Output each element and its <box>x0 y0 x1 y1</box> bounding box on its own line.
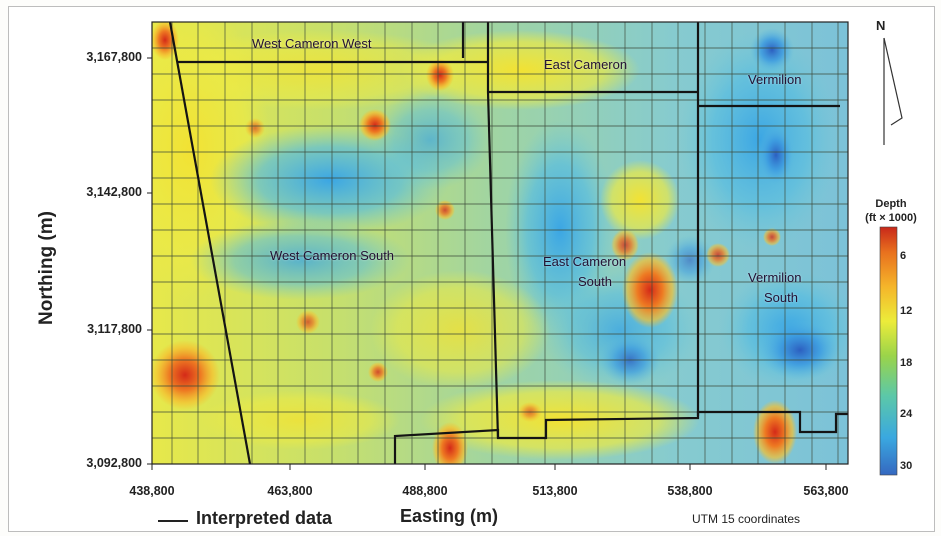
region-label-west-cameron-south: West Cameron South <box>270 248 395 263</box>
north-label: N <box>876 18 886 33</box>
y-tick-label: 3,117,800 <box>87 322 142 336</box>
x-tick-label: 513,800 <box>532 484 578 498</box>
region-label-west-cameron-west: West Cameron West <box>252 36 372 51</box>
y-tick-label: 3,167,800 <box>86 50 142 64</box>
legend-line-swatch <box>158 520 188 522</box>
region-label-east-cameron-south: East Cameron <box>543 254 627 269</box>
x-tick-label: 563,800 <box>803 484 849 498</box>
legend-label: Interpreted data <box>196 508 333 528</box>
colorbar-tick: 30 <box>900 460 913 472</box>
x-tick-label: 488,800 <box>402 484 448 498</box>
interpreted-data-lines <box>152 22 848 464</box>
colorbar-tick: 18 <box>900 357 913 369</box>
depth-colorbar <box>879 226 898 476</box>
north-arrow-icon <box>883 37 903 145</box>
area-boundaries <box>168 21 848 465</box>
region-label-vermilion-south: Vermilion <box>748 270 802 285</box>
region-label-vermilion-south-line2: South <box>764 290 798 305</box>
colorbar-tick: 12 <box>900 305 913 317</box>
colorbar-title: Depth (ft × 1000) <box>865 198 917 224</box>
y-tick-label: 3,092,800 <box>86 456 142 470</box>
depth-surface <box>152 22 848 464</box>
y-tick-label: 3,142,800 <box>86 185 142 199</box>
region-label-east-cameron: East Cameron <box>544 57 628 72</box>
colorbar-tick: 6 <box>900 250 907 262</box>
x-axis-label: Easting (m) <box>400 506 499 526</box>
colorbar-tick: 24 <box>900 408 913 420</box>
x-tick-label: 538,800 <box>667 484 713 498</box>
plot-frame <box>151 21 849 465</box>
coordinate-note: UTM 15 coordinates <box>692 512 801 526</box>
x-tick-label: 463,800 <box>267 484 313 498</box>
region-label-east-cameron-south-line2: South <box>578 274 612 289</box>
x-tick-label: 438,800 <box>129 484 175 498</box>
region-label-vermilion: Vermilion <box>748 72 802 87</box>
